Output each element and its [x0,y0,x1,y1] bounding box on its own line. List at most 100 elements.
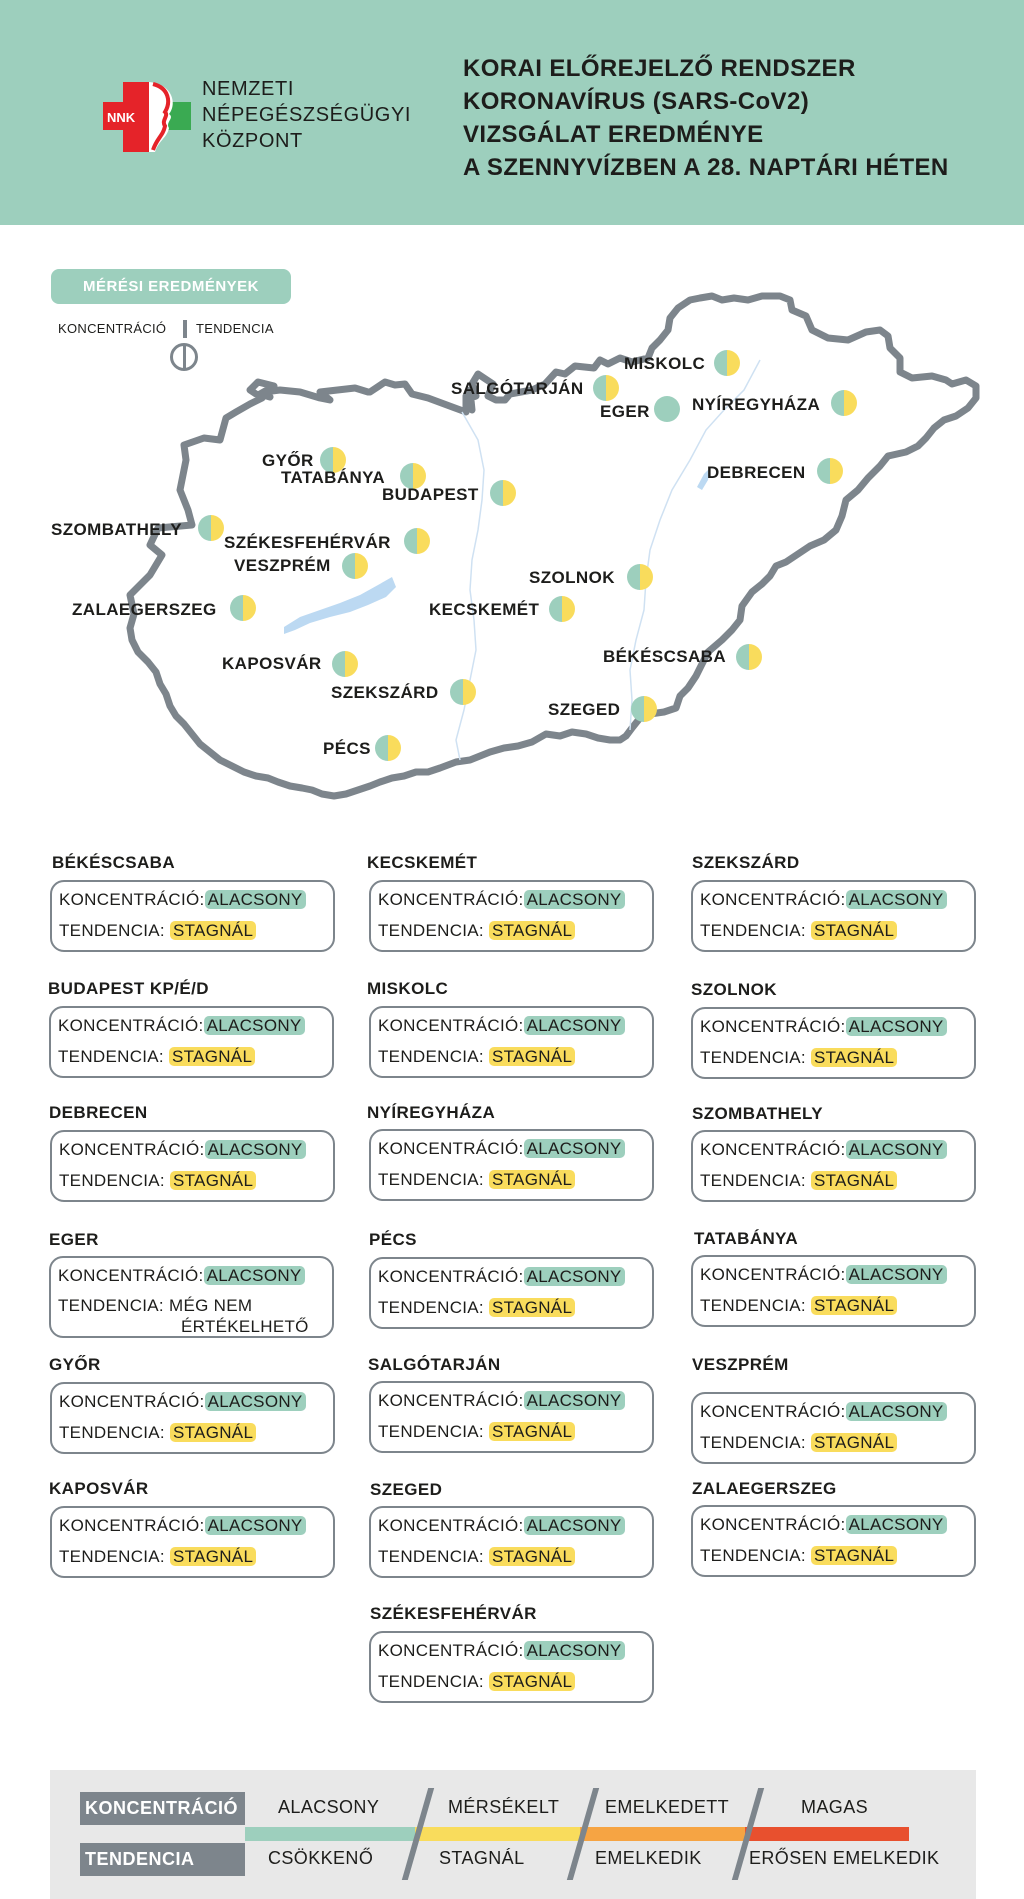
trend-label: TENDENCIA: [700,1433,806,1452]
result-card-kaposvar: KONCENTRÁCIÓ: ALACSONY TENDENCIA: STAGNÁL [50,1506,335,1578]
map-marker-szekszard[interactable] [450,679,476,705]
map-marker-kaposvar[interactable] [332,651,358,677]
trend-value-line2: ÉRTÉKELHETŐ [181,1317,309,1336]
card-title-nyiregyhaza: NYÍREGYHÁZA [367,1103,496,1122]
map-marker-veszprem[interactable] [342,553,368,579]
map-marker-debrecen[interactable] [817,458,843,484]
result-card-miskolc: KONCENTRÁCIÓ: ALACSONY TENDENCIA: STAGNÁL [369,1006,654,1078]
trend-value: STAGNÁL [170,921,257,940]
map-marker-miskolc[interactable] [714,350,740,376]
legend-bar-low [245,1827,415,1841]
result-card-gyor: KONCENTRÁCIÓ: ALACSONY TENDENCIA: STAGNÁL [50,1382,335,1454]
trend-label: TENDENCIA: [59,1171,165,1190]
trend-value: STAGNÁL [489,1047,576,1066]
map-marker-eger[interactable] [654,396,680,422]
color-legend: KONCENTRÁCIÓ TENDENCIA ALACSONY MÉRSÉKEL… [50,1770,976,1899]
river-tisza [629,359,761,731]
result-card-veszprem: KONCENTRÁCIÓ: ALACSONY TENDENCIA: STAGNÁL [691,1392,976,1464]
concentration-label: KONCENTRÁCIÓ: [59,1516,205,1535]
map-label-salgotarjan: SALGÓTARJÁN [451,379,584,398]
map-marker-kecskemet[interactable] [549,596,575,622]
trend-label: TENDENCIA: [59,921,165,940]
trend-label: TENDENCIA: [378,1170,484,1189]
map-label-eger: EGER [600,402,650,421]
concentration-label: KONCENTRÁCIÓ: [700,1017,846,1036]
trend-value: STAGNÁL [489,1298,576,1317]
concentration-label: KONCENTRÁCIÓ: [378,1016,524,1035]
result-card-budapest: KONCENTRÁCIÓ: ALACSONY TENDENCIA: STAGNÁL [49,1006,334,1078]
legend-level-high: MAGAS [801,1797,869,1817]
header-banner: NNK NEMZETI NÉPEGÉSZSÉGÜGYI KÖZPONT KORA… [0,0,1024,225]
lake-tisza [697,468,710,490]
trend-label: TENDENCIA: [378,1047,484,1066]
map-legend-concentration: KONCENTRÁCIÓ [58,321,167,336]
map-label-kaposvar: KAPOSVÁR [222,654,322,673]
map-label-veszprem: VESZPRÉM [234,556,331,575]
trend-label: TENDENCIA: [700,1546,806,1565]
trend-value: STAGNÁL [811,1048,898,1067]
concentration-value: ALACSONY [203,1266,305,1285]
map-marker-szolnok[interactable] [627,564,653,590]
trend-value: STAGNÁL [170,1547,257,1566]
concentration-value: ALACSONY [523,1641,625,1660]
map-label-debrecen: DEBRECEN [707,463,806,482]
result-card-kecskemet: KONCENTRÁCIÓ: ALACSONY TENDENCIA: STAGNÁL [369,880,654,952]
trend-value: STAGNÁL [170,1423,257,1442]
trend-value: STAGNÁL [489,1170,576,1189]
map-marker-szombathely[interactable] [198,515,224,541]
result-card-zalaegerszeg: KONCENTRÁCIÓ: ALACSONY TENDENCIA: STAGNÁL [691,1505,976,1577]
map-marker-nyiregyhaza[interactable] [831,390,857,416]
legend-trend-stagnant: STAGNÁL [439,1848,525,1868]
map-legend-circle-icon [170,343,198,371]
trend-label: TENDENCIA: [378,1672,484,1691]
map-legend-divider [183,320,187,338]
concentration-value: ALACSONY [523,1139,625,1158]
card-title-salgotarjan: SALGÓTARJÁN [368,1355,501,1374]
concentration-value: ALACSONY [204,1140,306,1159]
card-title-veszprem: VESZPRÉM [692,1355,789,1374]
trend-label: TENDENCIA: [59,1547,165,1566]
map-marker-salgotarjan[interactable] [593,375,619,401]
card-title-szeged: SZEGED [370,1480,443,1499]
trend-label: TENDENCIA: [700,1296,806,1315]
river-danube [455,411,485,761]
map-marker-zalaegerszeg[interactable] [230,595,256,621]
map-label-szombathely: SZOMBATHELY [51,520,182,539]
nnk-logo-icon: NNK [103,82,191,152]
trend-value: STAGNÁL [811,1546,898,1565]
map-marker-budapest[interactable] [490,480,516,506]
trend-label: TENDENCIA: [58,1296,164,1315]
map-label-gyor: GYŐR [262,451,314,470]
concentration-value: ALACSONY [203,1016,305,1035]
map-marker-gyor[interactable] [320,447,346,473]
map-marker-tatabanya[interactable] [400,463,426,489]
measurement-results-label: MÉRÉSI EREDMÉNYEK [51,269,291,304]
concentration-value: ALACSONY [845,1017,947,1036]
result-card-szombathely: KONCENTRÁCIÓ: ALACSONY TENDENCIA: STAGNÁL [691,1130,976,1202]
map-marker-szekesfehervar[interactable] [404,528,430,554]
card-title-eger: EGER [49,1230,99,1249]
legend-bar-moderate [415,1827,580,1841]
result-card-salgotarjan: KONCENTRÁCIÓ: ALACSONY TENDENCIA: STAGNÁL [369,1381,654,1453]
map-marker-szeged[interactable] [631,696,657,722]
concentration-value: ALACSONY [845,1140,947,1159]
concentration-value: ALACSONY [845,1265,947,1284]
concentration-value: ALACSONY [523,1516,625,1535]
result-card-szekesfehervar: KONCENTRÁCIÓ: ALACSONY TENDENCIA: STAGNÁL [369,1631,654,1703]
card-title-gyor: GYŐR [49,1355,101,1374]
concentration-value: ALACSONY [204,890,306,909]
map-label-budapest: BUDAPEST [382,485,479,504]
trend-label: TENDENCIA: [58,1047,164,1066]
map-marker-bekescsaba[interactable] [736,644,762,670]
trend-label: TENDENCIA: [700,1171,806,1190]
concentration-value: ALACSONY [204,1392,306,1411]
concentration-label: KONCENTRÁCIÓ: [59,1140,205,1159]
legend-trend-strongly-increasing: ERŐSEN EMELKEDIK [749,1848,940,1868]
card-title-kecskemet: KECSKEMÉT [367,853,478,872]
concentration-value: ALACSONY [523,1391,625,1410]
legend-level-elevated: EMELKEDETT [605,1797,730,1817]
map-marker-pecs[interactable] [375,735,401,761]
result-card-pecs: KONCENTRÁCIÓ: ALACSONY TENDENCIA: STAGNÁL [369,1257,654,1329]
card-title-szolnok: SZOLNOK [691,980,777,999]
concentration-label: KONCENTRÁCIÓ: [58,1016,204,1035]
